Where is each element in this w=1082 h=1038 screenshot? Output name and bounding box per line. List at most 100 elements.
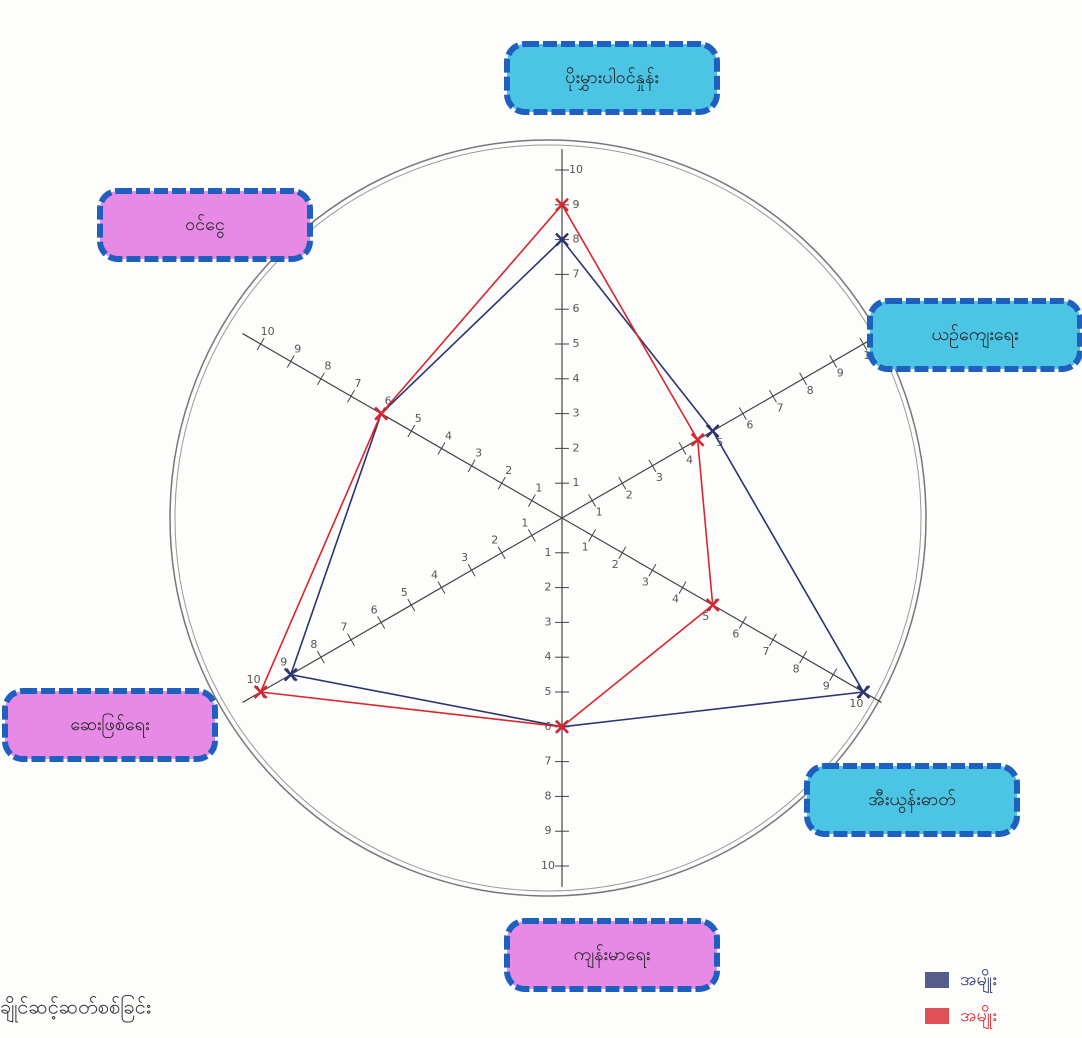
tick-label: 8: [793, 662, 800, 675]
tick-label: 1: [545, 546, 552, 559]
tick-label: 2: [491, 534, 498, 547]
note: ချိုင်ဆင့်ဆတ်စစ်ခြင်း: [0, 995, 151, 1023]
tick-label: 2: [626, 488, 633, 501]
tick-label: 6: [573, 302, 580, 315]
tick-label: 6: [385, 394, 392, 407]
data-point: [374, 406, 389, 421]
tick-mark: [256, 337, 265, 351]
tick-mark: [769, 633, 777, 647]
tick-mark: [648, 459, 657, 473]
axis-line: [561, 333, 882, 519]
tick-mark: [437, 581, 446, 594]
tick-mark: [648, 563, 657, 577]
tick-label: 7: [776, 401, 783, 414]
tick-label: 8: [573, 233, 580, 246]
tick-mark: [678, 442, 687, 455]
tick-label: 4: [431, 568, 438, 581]
tick-label: 6: [545, 720, 552, 733]
legend-swatch: [925, 1008, 949, 1024]
tick-label: 9: [573, 198, 580, 211]
tick-label: 4: [545, 650, 552, 663]
tick-label: 10: [849, 697, 863, 710]
category-label-box: [97, 188, 313, 262]
tick-label: 1: [535, 481, 542, 494]
tick-label: 3: [573, 407, 580, 420]
tick-label: 2: [545, 581, 552, 594]
category-label-box: [504, 918, 720, 992]
tick-label: 5: [415, 412, 422, 425]
tick-mark: [497, 546, 506, 560]
category-label-box: [804, 763, 1020, 837]
tick-label: 1: [582, 541, 589, 554]
tick-label: 5: [401, 586, 408, 599]
tick-label: 4: [672, 593, 679, 606]
data-point: [705, 598, 720, 612]
tick-mark: [316, 650, 325, 664]
tick-label: 10: [261, 325, 275, 338]
tick-mark: [527, 529, 536, 542]
tick-label: 8: [324, 360, 331, 373]
tick-mark: [829, 668, 838, 681]
tick-mark: [799, 650, 808, 664]
tick-label: 3: [461, 551, 468, 564]
tick-mark: [347, 389, 355, 403]
tick-mark: [286, 355, 295, 368]
tick-label: 6: [732, 628, 739, 641]
tick-label: 10: [541, 859, 555, 872]
tick-mark: [497, 476, 506, 490]
tick-label: 3: [545, 615, 552, 628]
data-point: [705, 424, 720, 438]
tick-label: 9: [280, 655, 287, 668]
tick-label: 9: [294, 342, 301, 355]
tick-label: 7: [545, 755, 552, 768]
legend-label: အမျိုး: [960, 1005, 997, 1029]
category-label-box: [504, 41, 720, 115]
tick-label: 6: [746, 419, 753, 432]
tick-mark: [618, 546, 627, 560]
tick-mark: [799, 372, 808, 386]
tick-mark: [347, 633, 355, 647]
tick-mark: [859, 337, 868, 351]
tick-mark: [377, 616, 386, 629]
tick-label: 7: [573, 267, 580, 280]
tick-label: 9: [837, 367, 844, 380]
category-label: အီးယွန်းဓာတ်: [868, 789, 956, 813]
tick-label: 3: [656, 471, 663, 484]
data-point: [283, 667, 298, 682]
tick-label: 8: [807, 384, 814, 397]
axis-line: [242, 333, 563, 519]
tick-label: 4: [573, 372, 580, 385]
tick-label: 8: [310, 638, 317, 651]
tick-label: 7: [762, 645, 769, 658]
tick-label: 1: [573, 476, 580, 489]
tick-mark: [437, 442, 446, 455]
data-point: [555, 719, 569, 734]
data-point: [856, 685, 871, 699]
tick-label: 2: [612, 558, 619, 571]
legend-label: အမျိုး: [960, 969, 997, 993]
tick-label: 9: [545, 824, 552, 837]
tick-mark: [678, 581, 687, 594]
tick-label: 3: [475, 447, 482, 460]
tick-mark: [407, 424, 416, 438]
data-point: [555, 197, 569, 212]
data-point: [555, 232, 569, 247]
tick-mark: [769, 389, 777, 403]
tick-label: 3: [642, 575, 649, 588]
tick-mark: [588, 494, 597, 507]
tick-label: 10: [569, 163, 583, 176]
category-label: ကျန်းမာရေး: [574, 944, 651, 968]
tick-label: 2: [505, 464, 512, 477]
tick-label: 7: [341, 621, 348, 634]
tick-mark: [527, 494, 536, 507]
tick-mark: [738, 616, 747, 629]
tick-label: 7: [355, 377, 362, 390]
axis-line: [561, 517, 882, 703]
tick-mark: [467, 459, 476, 473]
tick-mark: [316, 372, 325, 386]
tick-label: 6: [371, 603, 378, 616]
tick-label: 5: [573, 337, 580, 350]
tick-mark: [618, 476, 627, 490]
